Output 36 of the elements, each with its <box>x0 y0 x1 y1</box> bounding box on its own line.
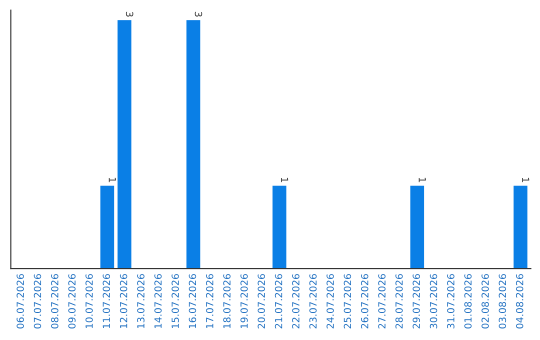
x-tick-label: 21.07.2026 <box>274 274 282 328</box>
data-label: 1 <box>522 178 530 182</box>
x-tick-label: 16.07.2026 <box>188 274 196 328</box>
x-tick-label: 26.07.2026 <box>360 274 368 328</box>
x-tick-label: 03.08.2026 <box>498 274 506 328</box>
x-tick-label: 01.08.2026 <box>464 274 472 328</box>
x-tick-label: 13.07.2026 <box>137 274 144 328</box>
x-tick-label: 06.07.2026 <box>16 274 24 328</box>
x-tick-label: 15.07.2026 <box>172 274 179 328</box>
x-tick-label: 09.07.2026 <box>68 274 76 328</box>
x-tick-label: 29.07.2026 <box>412 274 420 328</box>
x-tick-label: 28.07.2026 <box>395 274 403 328</box>
x-tick-label: 18.07.2026 <box>223 274 231 328</box>
x-tick-label: 19.07.2026 <box>240 274 248 328</box>
data-label: 3 <box>194 12 202 17</box>
x-tick-label: 23.07.2026 <box>309 274 317 328</box>
x-tick-label: 17.07.2026 <box>206 274 214 328</box>
data-label: 1 <box>108 178 116 182</box>
x-tick-label: 11.07.2026 <box>102 274 110 328</box>
x-tick-label: 25.07.2026 <box>344 274 352 328</box>
x-tick-label: 12.07.2026 <box>120 274 128 328</box>
x-tick-label: 08.07.2026 <box>51 274 58 328</box>
x-tick-label: 24.07.2026 <box>326 274 334 328</box>
x-tick-label: 20.07.2026 <box>258 274 266 328</box>
x-tick-label: 04.08.2026 <box>516 274 524 328</box>
x-tick-label: 10.07.2026 <box>85 274 93 328</box>
x-tick-label: 02.08.2026 <box>482 274 489 328</box>
x-tick-label: 07.07.2026 <box>34 274 42 328</box>
data-label: 1 <box>281 178 288 182</box>
data-label: 3 <box>126 12 134 17</box>
x-tick-label: 30.07.2026 <box>430 274 438 328</box>
x-tick-label: 22.07.2026 <box>292 274 300 328</box>
x-tick-label: 14.07.2026 <box>154 274 162 328</box>
data-label: 1 <box>418 178 426 182</box>
x-tick-label: 27.07.2026 <box>378 274 386 328</box>
x-tick-label: 31.07.2026 <box>447 274 454 328</box>
